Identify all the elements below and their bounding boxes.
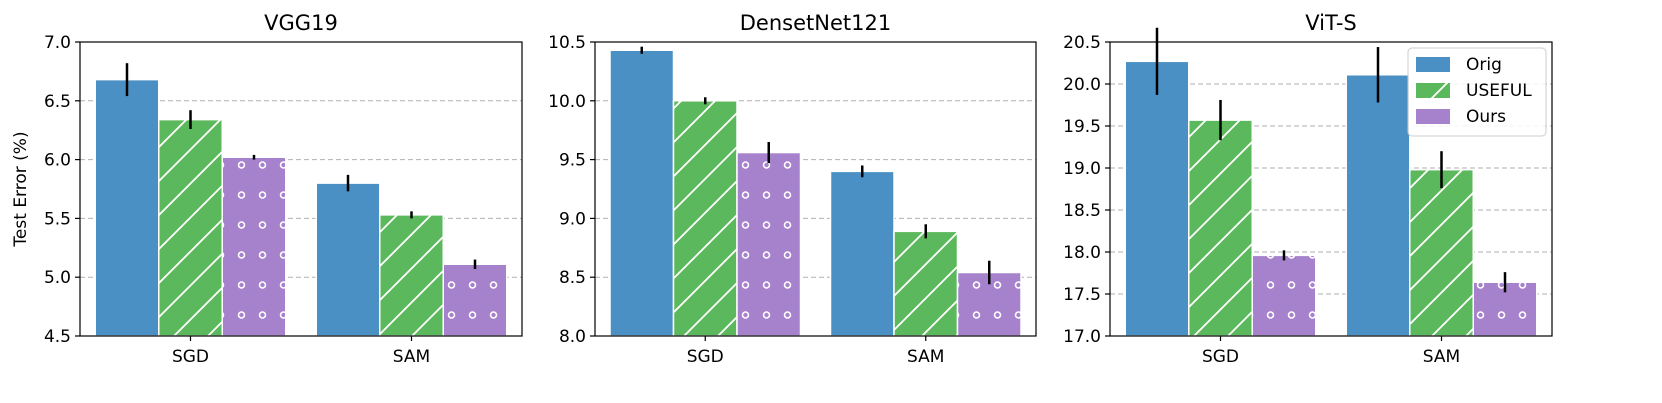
chart-title: ViT-S xyxy=(1305,11,1357,35)
chart-title: VGG19 xyxy=(264,11,338,35)
y-tick-label: 19.5 xyxy=(1063,117,1101,137)
chart-panel-2: 8.0 8.5 9.0 9.5 10.0 10.5 SGD SAM DensetNet121 xyxy=(548,11,1037,367)
y-tick-label: 6.5 xyxy=(44,92,71,112)
y-tick-label: 4.5 xyxy=(44,327,71,347)
bar-orig-sgd xyxy=(1124,60,1190,337)
y-tick-label: 20.0 xyxy=(1063,75,1101,95)
legend-label-useful: USEFUL xyxy=(1466,81,1532,101)
y-tick-label: 8.5 xyxy=(559,268,586,288)
bar-useful-sam xyxy=(893,230,959,337)
y-tick-label: 5.0 xyxy=(44,268,71,288)
bar-ours-sam xyxy=(442,263,508,337)
y-tick-label: 19.0 xyxy=(1063,159,1101,179)
legend-swatch-useful xyxy=(1416,83,1450,98)
y-tick-label: 9.5 xyxy=(559,151,586,171)
axes-frame xyxy=(79,41,523,337)
y-axis-title: Test Error (%) xyxy=(11,131,31,247)
legend: Orig USEFUL Ours xyxy=(1407,47,1547,137)
y-tick-label: 18.5 xyxy=(1063,201,1101,221)
y-tick-label: 10.0 xyxy=(548,92,586,112)
legend-label-orig: Orig xyxy=(1466,55,1502,75)
bar-ours-sgd xyxy=(736,151,802,337)
bar-useful-sgd xyxy=(1188,119,1253,337)
x-tick-label: SGD xyxy=(1202,347,1239,367)
y-tick-label: 10.5 xyxy=(548,33,586,53)
y-tick-label: 8.0 xyxy=(559,327,586,347)
y-tick-label: 17.0 xyxy=(1063,327,1101,347)
y-tick-label: 9.0 xyxy=(559,209,586,229)
bar-useful-sam xyxy=(379,214,444,337)
x-tick-label: SGD xyxy=(687,347,724,367)
legend-label-ours: Ours xyxy=(1466,107,1506,127)
y-tick-label: 18.0 xyxy=(1063,243,1101,263)
legend-swatch-ours xyxy=(1416,109,1450,124)
bar-orig-sam xyxy=(1345,74,1411,337)
bar-orig-sam xyxy=(829,170,895,337)
x-tick-label: SAM xyxy=(393,347,430,367)
bar-useful-sgd xyxy=(672,100,738,337)
bar-orig-sgd xyxy=(609,49,675,337)
chart-panel-3: 17.0 17.5 18.0 18.5 19.0 19.5 20.0 20.5 SGD SAM Vi… xyxy=(1063,11,1553,367)
y-tick-label: 5.5 xyxy=(44,209,71,229)
chart-title: DensetNet121 xyxy=(740,11,891,35)
y-tick-label: 17.5 xyxy=(1063,285,1101,305)
chart-panel-1: 4.5 5.0 5.5 6.0 6.5 7.0 SGD SAM VGG19 Test Error … xyxy=(11,11,523,367)
x-tick-label: SGD xyxy=(172,347,209,367)
y-tick-label: 6.0 xyxy=(44,151,71,171)
bar-orig-sam xyxy=(315,182,381,337)
axes-frame xyxy=(594,41,1037,337)
bar-ours-sgd xyxy=(1251,254,1317,337)
bar-ours-sgd xyxy=(221,156,287,337)
y-tick-label: 7.0 xyxy=(44,33,71,53)
x-tick-label: SAM xyxy=(1423,347,1460,367)
legend-swatch-orig xyxy=(1416,57,1450,72)
x-tick-label: SAM xyxy=(907,347,944,367)
bar-orig-sgd xyxy=(94,78,160,337)
bar-useful-sam xyxy=(1409,168,1474,337)
axes-frame xyxy=(1109,41,1553,337)
bar-useful-sgd xyxy=(158,118,223,337)
y-tick-label: 20.5 xyxy=(1063,33,1101,53)
